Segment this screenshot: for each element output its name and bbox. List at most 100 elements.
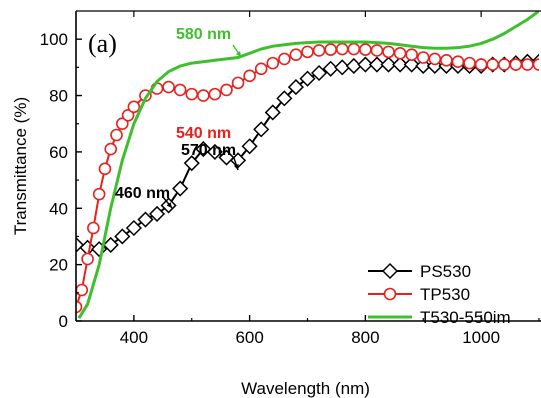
annotation-label: 580 nm: [176, 26, 231, 43]
data-point: [110, 128, 123, 142]
data-point: [183, 155, 200, 172]
data-point: [76, 236, 85, 253]
data-point: [359, 43, 372, 56]
data-point: [98, 162, 112, 176]
data-point: [76, 283, 89, 297]
data-point: [253, 121, 270, 138]
data-point: [392, 56, 409, 73]
data-point: [116, 117, 129, 131]
data-point: [185, 87, 199, 101]
data-point: [345, 57, 362, 75]
y-axis-title: Transmittance (%): [11, 97, 30, 235]
annotation-label: 540 nm: [176, 125, 231, 142]
legend-entry: TP530: [368, 285, 470, 304]
data-point: [335, 42, 349, 56]
data-point: [104, 142, 118, 156]
y-tick-label: 0: [59, 312, 68, 331]
data-point: [474, 58, 488, 71]
data-point: [380, 56, 397, 73]
x-tick-label: 800: [351, 328, 379, 347]
data-point: [127, 100, 141, 114]
data-point: [172, 180, 189, 197]
x-axis-title: Wavelength (nm): [241, 379, 370, 398]
data-point: [301, 45, 314, 59]
data-point: [208, 87, 222, 101]
data-point: [79, 239, 96, 256]
data-point: [312, 44, 326, 57]
legend-marker: [383, 287, 397, 301]
data-point: [220, 83, 233, 97]
data-point: [299, 70, 316, 87]
series-ps530: [76, 53, 539, 258]
data-point: [87, 221, 100, 235]
series-line: [77, 11, 539, 319]
data-point: [241, 138, 258, 155]
x-tick-label: 400: [120, 328, 148, 347]
data-point: [102, 236, 119, 253]
data-point: [121, 108, 135, 122]
y-tick-label: 40: [49, 199, 68, 218]
data-point: [416, 51, 430, 64]
annotation-label: 570 nm: [181, 142, 236, 159]
legend-entry: T530-550im: [368, 308, 511, 327]
legend-marker: [381, 262, 399, 280]
arrow-head: [233, 164, 239, 170]
data-point: [521, 58, 534, 71]
data-point: [463, 56, 476, 70]
y-tick-label: 20: [49, 256, 68, 275]
data-point: [254, 62, 268, 76]
data-point: [76, 300, 83, 314]
data-point: [497, 58, 511, 71]
legend-label: T530-550im: [420, 308, 511, 327]
data-point: [357, 56, 374, 73]
data-point: [440, 54, 453, 67]
data-point: [114, 228, 131, 245]
series-t530-550im: [77, 11, 539, 319]
data-point: [289, 48, 303, 61]
data-point: [231, 76, 245, 90]
data-point: [197, 89, 210, 102]
data-point: [451, 55, 465, 69]
data-point: [403, 56, 420, 73]
data-point: [486, 58, 500, 71]
data-point: [347, 42, 361, 56]
data-point: [370, 44, 384, 57]
data-point: [206, 143, 223, 160]
legend-label: TP530: [420, 285, 470, 304]
panel-label: (a): [88, 29, 117, 58]
data-point: [266, 56, 280, 70]
arrow-head: [235, 51, 241, 57]
arrow-head: [166, 202, 172, 208]
data-point: [287, 79, 304, 96]
y-tick-label: 60: [49, 143, 68, 162]
data-point: [428, 52, 442, 66]
data-point: [368, 56, 386, 73]
y-tick-label: 80: [49, 87, 68, 106]
series-tp530: [76, 42, 539, 314]
data-point: [311, 64, 328, 82]
data-point: [324, 43, 337, 56]
data-point: [334, 59, 351, 76]
data-point: [125, 219, 142, 237]
data-point: [195, 141, 212, 158]
data-point: [173, 83, 187, 97]
data-point: [278, 52, 291, 66]
legend-entry: PS530: [368, 262, 471, 281]
data-point: [393, 46, 407, 60]
data-point: [509, 58, 523, 71]
data-point: [532, 58, 539, 71]
data-point: [218, 149, 235, 166]
data-point: [276, 90, 293, 107]
y-tick-label: 100: [40, 30, 68, 49]
x-tick-label: 600: [235, 328, 263, 347]
data-point: [162, 80, 175, 94]
legend-label: PS530: [420, 262, 471, 281]
data-point: [81, 252, 94, 266]
data-point: [243, 69, 256, 83]
data-point: [264, 104, 281, 121]
data-point: [148, 205, 166, 222]
x-tick-label: 1000: [462, 328, 500, 347]
data-point: [92, 187, 106, 201]
data-point: [405, 48, 418, 61]
